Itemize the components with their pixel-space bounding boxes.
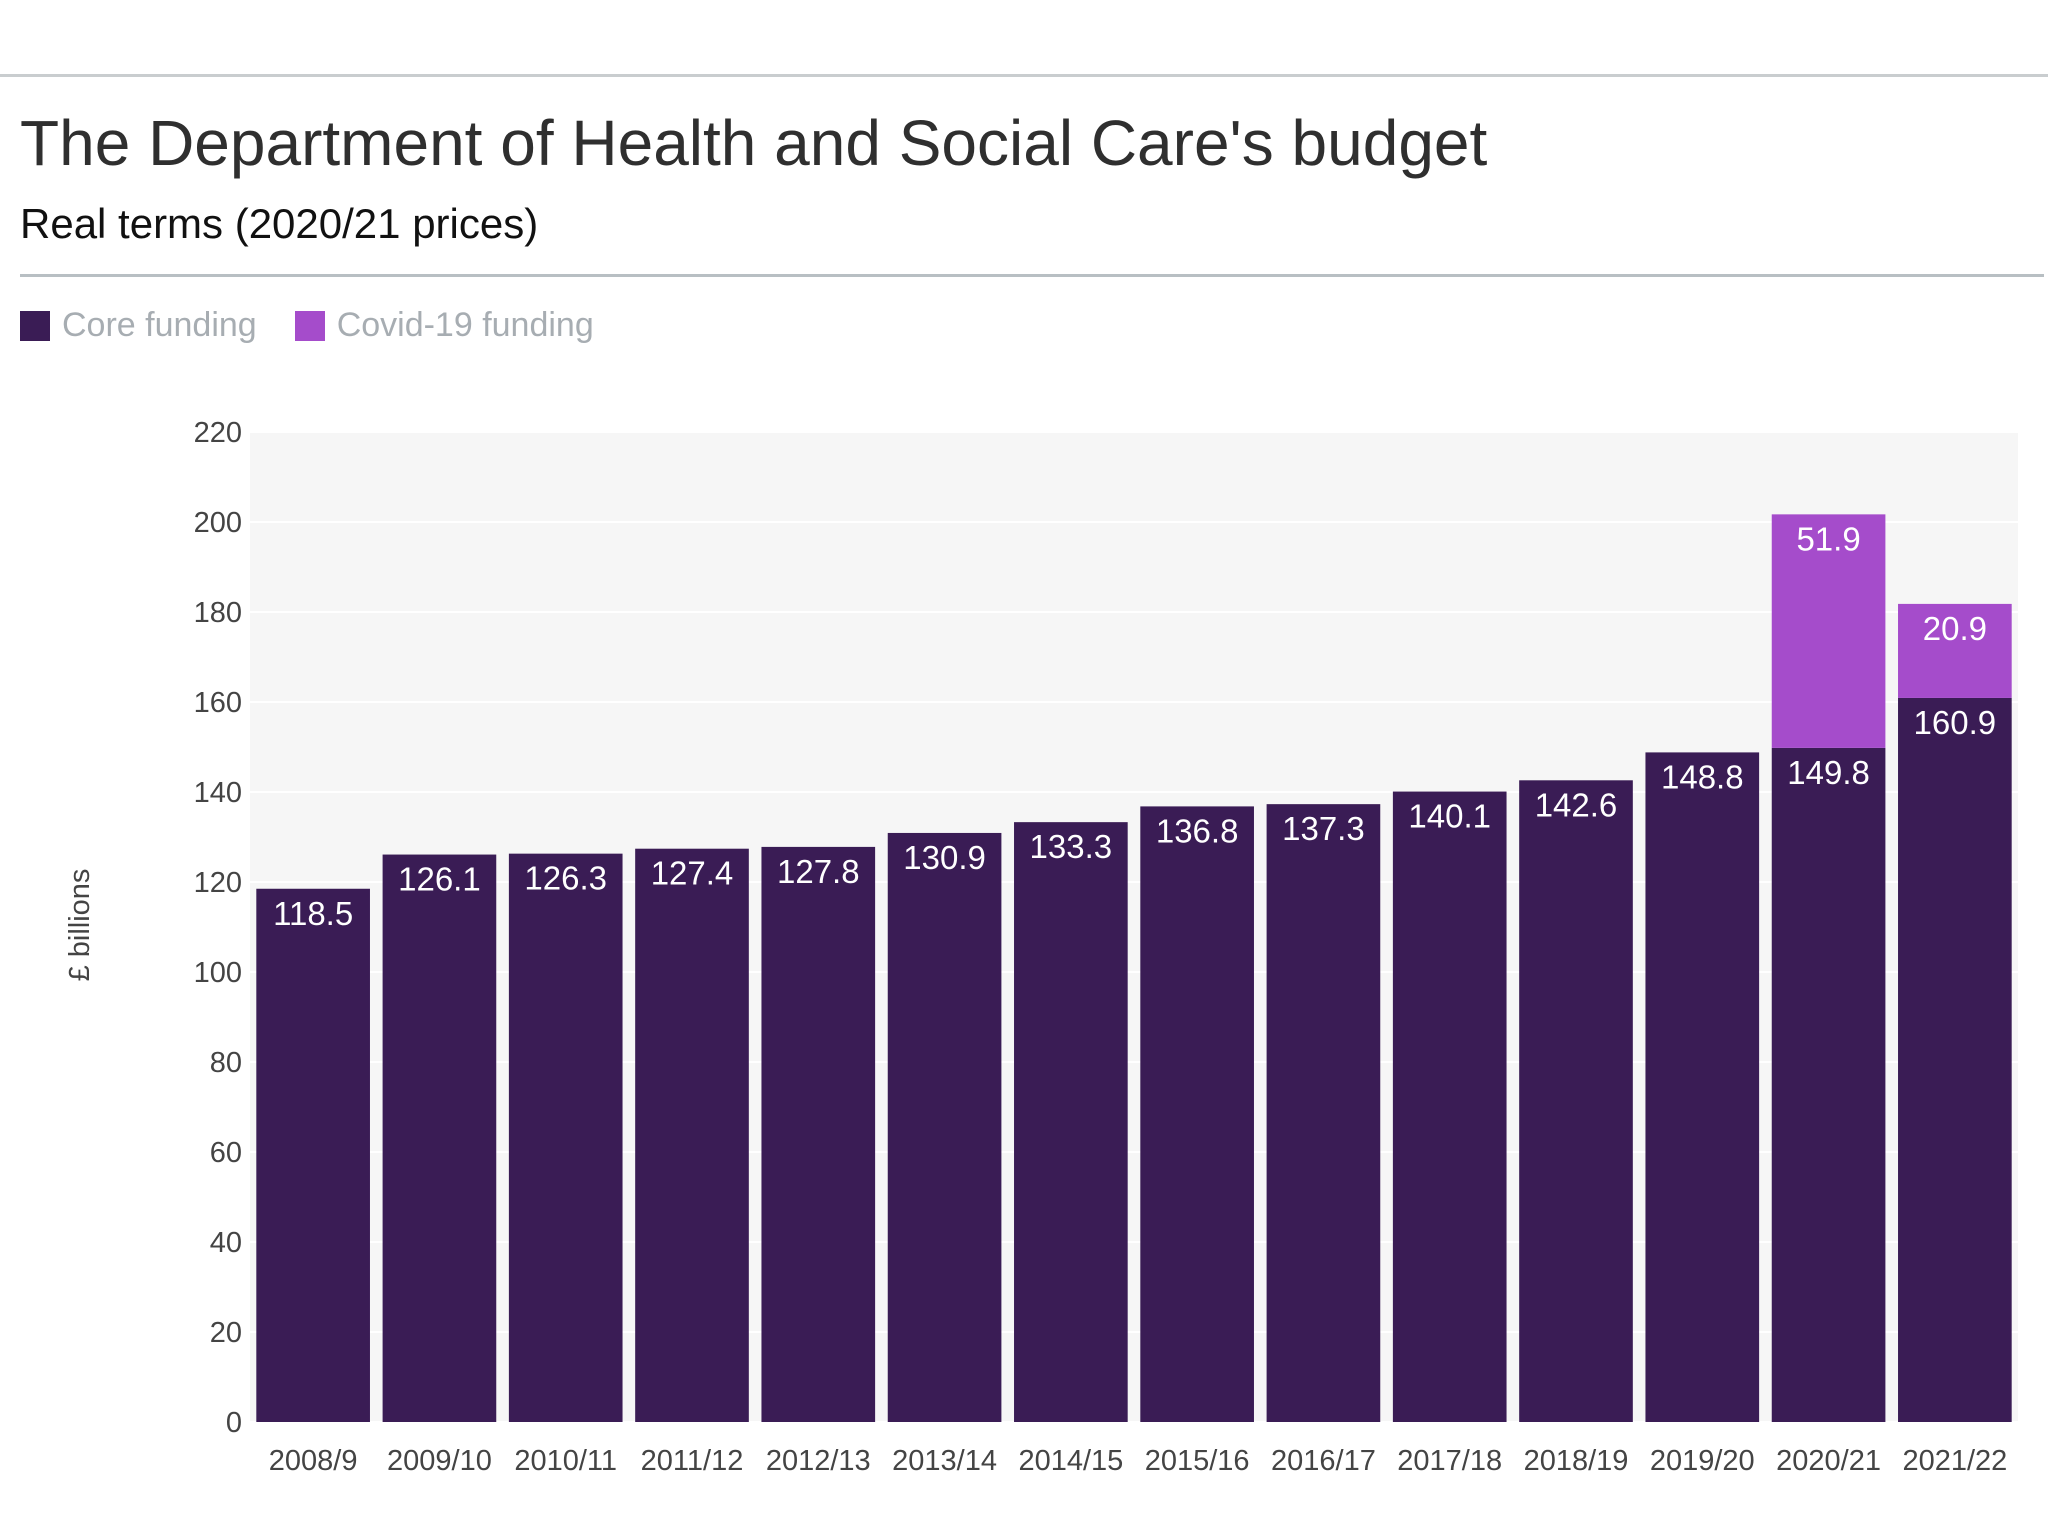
data-label-core-funding: 148.8 — [1661, 758, 1744, 795]
legend-item-covid[interactable]: Covid-19 funding — [294, 306, 594, 345]
legend-swatch-covid — [294, 310, 325, 341]
y-tick-label: 220 — [194, 417, 242, 449]
data-label-core-funding: 126.1 — [398, 861, 481, 898]
x-tick-label: 2013/14 — [892, 1445, 997, 1477]
data-label-core-funding: 127.8 — [777, 853, 860, 890]
y-tick-label: 20 — [210, 1317, 242, 1349]
x-tick-label: 2017/18 — [1397, 1445, 1502, 1477]
x-tick-label: 2016/17 — [1271, 1445, 1376, 1477]
x-tick-label: 2015/16 — [1145, 1445, 1250, 1477]
bar-core-funding — [1519, 780, 1633, 1422]
data-label-core-funding: 160.9 — [1914, 704, 1997, 741]
bar-core-funding — [256, 888, 370, 1422]
legend-label-core: Core funding — [62, 306, 257, 344]
bar-core-funding — [1645, 752, 1760, 1422]
y-tick-label: 60 — [210, 1137, 242, 1169]
data-label-core-funding: 118.5 — [273, 895, 353, 932]
bar-core-funding — [1392, 791, 1507, 1422]
y-tick-label: 40 — [210, 1227, 242, 1259]
data-label-core-funding: 140.1 — [1408, 798, 1491, 835]
bar-core-funding — [382, 854, 497, 1422]
bar-covid-funding — [1771, 514, 1886, 748]
x-tick-label: 2012/13 — [766, 1445, 871, 1477]
y-tick-label: 180 — [194, 597, 242, 629]
y-tick-label: 160 — [194, 687, 242, 719]
legend-label-covid: Covid-19 funding — [336, 306, 594, 344]
legend: Core funding Covid-19 funding — [20, 306, 632, 345]
data-label-core-funding: 127.4 — [651, 855, 734, 892]
bar-core-funding — [1014, 822, 1128, 1422]
bar-core-funding — [887, 832, 1002, 1422]
data-label-core-funding: 126.3 — [524, 860, 607, 897]
x-tick-label: 2019/20 — [1650, 1445, 1755, 1477]
bar-covid-funding — [1898, 603, 2012, 698]
data-label-covid-funding: 51.9 — [1796, 520, 1860, 557]
data-label-core-funding: 130.9 — [903, 839, 986, 876]
bar-core-funding — [1771, 747, 1886, 1422]
x-tick-label: 2014/15 — [1018, 1445, 1123, 1477]
bar-core-funding — [761, 846, 876, 1422]
data-label-covid-funding: 20.9 — [1923, 610, 1987, 647]
x-tick-label: 2021/22 — [1902, 1445, 2007, 1477]
data-label-core-funding: 142.6 — [1535, 786, 1618, 823]
bar-core-funding — [1266, 804, 1381, 1422]
x-tick-label: 2010/11 — [514, 1445, 617, 1477]
legend-item-core[interactable]: Core funding — [20, 306, 257, 345]
data-label-core-funding: 133.3 — [1030, 828, 1113, 865]
bar-core-funding — [508, 853, 623, 1422]
x-tick-label: 2008/9 — [269, 1445, 358, 1477]
chart-title: The Department of Health and Social Care… — [20, 107, 1488, 179]
x-tick-label: 2018/19 — [1524, 1445, 1629, 1477]
legend-swatch-core — [20, 310, 50, 341]
y-tick-label: 0 — [226, 1407, 242, 1439]
bar-core-funding — [1140, 806, 1254, 1422]
chart-subtitle: Real terms (2020/21 prices) — [20, 200, 539, 247]
x-tick-label: 2011/12 — [641, 1445, 744, 1477]
data-label-core-funding: 149.8 — [1787, 754, 1870, 791]
bar-core-funding — [635, 848, 749, 1422]
data-label-core-funding: 136.8 — [1156, 812, 1239, 849]
bar-core-funding — [1898, 697, 2012, 1422]
bar-chart: 0 20 40 60 80 100 120 140 160 180 200 220 £ billions… — [64, 417, 2018, 1477]
y-axis-label: £ billions — [64, 869, 96, 982]
x-tick-label: 2009/10 — [387, 1445, 492, 1477]
y-tick-label: 200 — [194, 507, 242, 539]
y-tick-label: 100 — [194, 957, 242, 989]
x-tick-label: 2020/21 — [1776, 1445, 1881, 1477]
header-divider — [20, 274, 2044, 277]
y-tick-label: 120 — [194, 867, 242, 899]
y-tick-label: 140 — [194, 777, 242, 809]
data-label-core-funding: 137.3 — [1282, 810, 1365, 847]
top-divider — [0, 74, 2048, 77]
y-tick-label: 80 — [210, 1047, 242, 1079]
